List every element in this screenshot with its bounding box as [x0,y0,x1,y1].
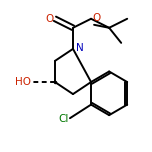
Text: N: N [76,43,84,53]
Text: O: O [93,13,101,23]
Text: O: O [45,14,53,24]
Text: Cl: Cl [58,114,68,124]
Text: HO: HO [15,77,31,87]
